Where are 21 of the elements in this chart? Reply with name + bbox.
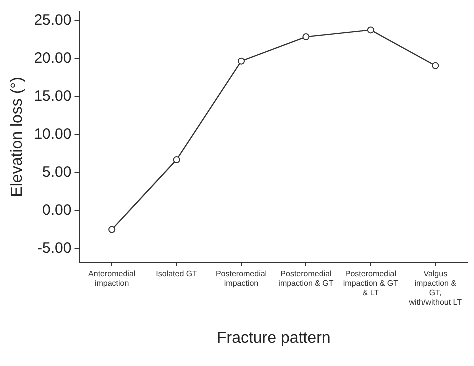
y-tick-label: 20.00 <box>34 50 72 68</box>
point <box>173 156 180 164</box>
x-tick-label: Valgus impaction & GT, with/without LT <box>408 269 462 308</box>
point <box>367 26 374 34</box>
point <box>432 62 440 70</box>
y-tick-label: 0.00 <box>42 202 72 219</box>
point <box>302 34 310 41</box>
point <box>108 226 116 234</box>
x-tick-label: Isolated GT <box>156 269 198 278</box>
x-axis-title: Fracture pattern <box>216 330 331 347</box>
y-tick-label: 25.00 <box>34 12 72 30</box>
x-tick-label: Posteromedial impaction <box>216 269 268 288</box>
y-tick-label: 10.00 <box>34 126 72 144</box>
y-tick-label: 15.00 <box>34 88 72 106</box>
y-tick-label: -5.00 <box>38 240 72 257</box>
x-tick-label: Anteromedial impaction <box>88 269 136 288</box>
x-tick-label: Posteromedial impaction & GT & LT <box>343 269 399 298</box>
x-tick-label: Posteromedial impaction & GT <box>278 269 334 288</box>
point <box>238 58 246 65</box>
y-axis-title: Elevation loss (°) <box>9 77 26 198</box>
y-tick-label: 5.00 <box>42 164 72 182</box>
